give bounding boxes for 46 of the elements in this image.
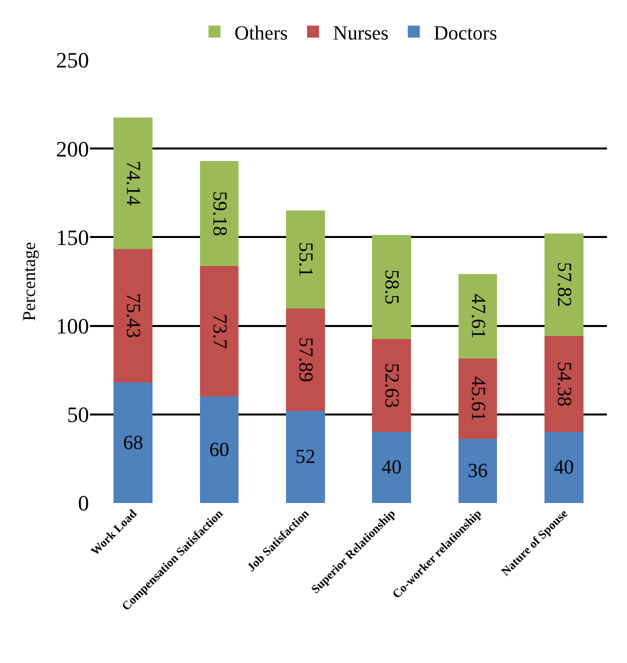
bar [286,410,325,503]
y-tick-label: 200 [56,136,89,162]
y-tick-label: 150 [56,224,89,250]
bar [286,308,325,411]
data-label: 47.61 [466,294,489,339]
y-axis-title: Percentage [19,242,40,321]
bar [200,161,239,266]
data-label: 36 [468,460,488,482]
legend-label: Others [234,22,288,44]
data-label: 55.1 [294,242,316,277]
y-tick-label: 0 [78,490,89,516]
data-label: 60 [209,438,230,461]
bar [200,266,239,397]
data-label: 54.38 [552,361,575,406]
data-label: 57.89 [294,337,316,382]
bar [372,235,411,339]
data-label: 58.5 [380,270,403,305]
bar [544,432,584,503]
y-tick-label: 250 [56,48,89,73]
bar [114,117,152,249]
bar [544,233,584,336]
data-label: 45.61 [466,376,489,422]
bar [458,439,498,503]
data-label: 68 [123,432,144,454]
bar [544,336,584,432]
data-label: 52.63 [380,362,403,408]
bar [372,432,411,503]
data-label: 59.18 [208,191,230,236]
y-tick-label: 100 [56,314,89,338]
data-label: 52 [295,446,316,468]
data-label: 74.14 [122,160,144,206]
legend-label: Nurses [333,22,389,44]
data-label: 40 [382,456,402,479]
data-label: 57.82 [552,262,575,308]
bar [458,274,498,358]
bar [372,338,411,432]
bar [114,248,152,382]
y-tick-label: 50 [67,402,89,428]
bar [286,210,325,308]
data-label: 75.43 [122,293,144,338]
data-label: 40 [554,456,574,479]
bar [200,396,239,503]
legend-label: Doctors [434,22,498,44]
bar [458,358,498,440]
data-label: 73.7 [208,314,230,349]
bar [114,382,152,503]
